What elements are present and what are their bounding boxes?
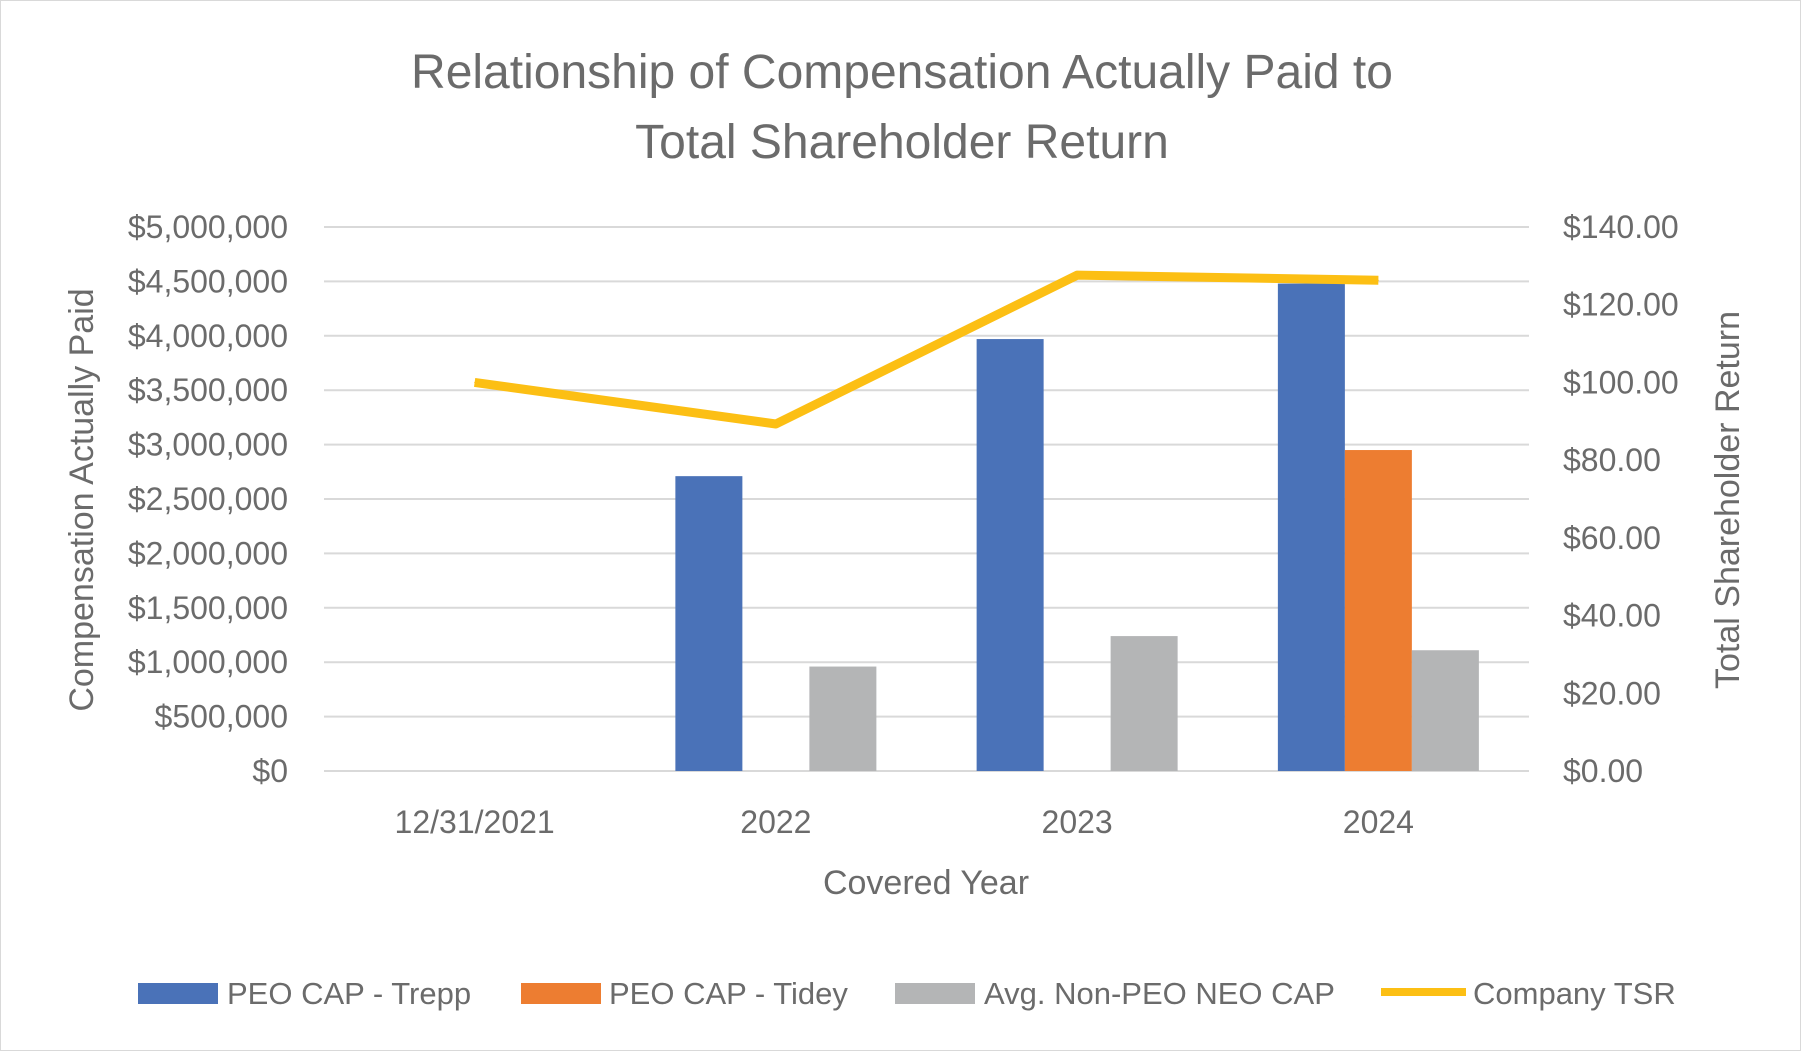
- legend-swatch-avg-non-peo-neo-cap: [895, 983, 975, 1004]
- bar-peo-cap-trepp-2022: [675, 476, 743, 771]
- y-left-tick-label: $500,000: [155, 699, 288, 735]
- legend-label-company-tsr: Company TSR: [1473, 976, 1676, 1011]
- y-left-tick-label: $3,500,000: [128, 372, 288, 408]
- y-left-tick-label: $2,500,000: [128, 481, 288, 517]
- y-left-tick-label: $1,500,000: [128, 590, 288, 626]
- tsr-point-12-31-2021: [474, 381, 476, 383]
- tsr-line-group: [474, 270, 1379, 429]
- y-axis-right-label: Total Shareholder Return: [1709, 311, 1747, 689]
- bars: [675, 283, 1479, 771]
- y-right-tick-label: $0.00: [1563, 753, 1643, 789]
- y-right-tick-label: $120.00: [1563, 287, 1679, 323]
- x-axis-label: Covered Year: [823, 864, 1029, 902]
- y-axis-right-ticks: $140.00 $120.00 $100.00 $80.00 $60.00 $40.00 $…: [1563, 209, 1679, 789]
- bar-peo-cap-trepp-2023: [976, 339, 1044, 771]
- y-right-tick-label: $20.00: [1563, 675, 1661, 711]
- y-right-tick-label: $100.00: [1563, 364, 1679, 400]
- bar-avg-non-peo-neo-cap-2023: [1110, 636, 1178, 771]
- x-tick-label: 2024: [1343, 804, 1414, 840]
- y-left-tick-label: $4,500,000: [128, 263, 288, 299]
- tsr-point-2024: [1377, 279, 1379, 281]
- bar-avg-non-peo-neo-cap-2024: [1411, 650, 1479, 771]
- y-left-tick-label: $2,000,000: [128, 535, 288, 571]
- legend-swatch-peo-cap-trepp: [138, 983, 218, 1004]
- y-left-tick-label: $3,000,000: [128, 427, 288, 463]
- bar-avg-non-peo-neo-cap-2022: [809, 666, 877, 771]
- x-tick-label: 12/31/2021: [395, 804, 555, 840]
- x-tick-label: 2022: [740, 804, 811, 840]
- chart-title-line-2: Total Shareholder Return: [635, 116, 1169, 169]
- tsr-point-2022: [775, 423, 777, 425]
- legend-label-peo-cap-tidey: PEO CAP - Tidey: [609, 976, 848, 1011]
- y-left-tick-label: $4,000,000: [128, 318, 288, 354]
- line-company-tsr: [474, 270, 1379, 429]
- y-right-tick-label: $40.00: [1563, 598, 1661, 634]
- y-right-tick-label: $80.00: [1563, 442, 1661, 478]
- x-axis-ticks: 12/31/2021 2022 2023 2024: [395, 804, 1414, 840]
- legend-label-peo-cap-trepp: PEO CAP - Trepp: [227, 976, 471, 1011]
- y-left-tick-label: $5,000,000: [128, 209, 288, 245]
- bar-peo-cap-tidey-2024: [1344, 450, 1412, 771]
- legend: PEO CAP - Trepp PEO CAP - Tidey Avg. Non…: [138, 976, 1676, 1011]
- y-right-tick-label: $60.00: [1563, 520, 1661, 556]
- chart-title-line-1: Relationship of Compensation Actually Pa…: [411, 46, 1393, 99]
- x-tick-label: 2023: [1042, 804, 1113, 840]
- legend-swatch-peo-cap-tidey: [521, 983, 601, 1004]
- y-axis-left-label: Compensation Actually Paid: [63, 288, 101, 711]
- tsr-point-2023: [1076, 274, 1078, 276]
- legend-label-avg-non-peo-neo-cap: Avg. Non-PEO NEO CAP: [984, 976, 1335, 1011]
- y-right-tick-label: $140.00: [1563, 209, 1679, 245]
- bar-peo-cap-trepp-2024: [1277, 283, 1345, 771]
- y-left-tick-label: $0: [252, 753, 288, 789]
- y-axis-left-ticks: $5,000,000 $4,500,000 $4,000,000 $3,500,000…: [128, 209, 288, 789]
- y-left-tick-label: $1,000,000: [128, 644, 288, 680]
